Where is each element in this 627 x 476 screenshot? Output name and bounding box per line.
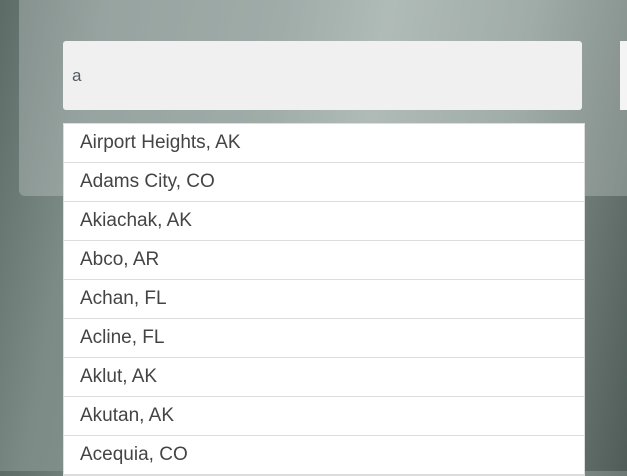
suggestion-item[interactable]: Acline, FL [64, 319, 584, 358]
suggestion-item[interactable]: Airport Heights, AK [64, 124, 584, 163]
suggestion-item[interactable]: Abco, AR [64, 241, 584, 280]
suggestion-item[interactable]: Achan, FL [64, 280, 584, 319]
suggestion-item[interactable]: Akiachak, AK [64, 202, 584, 241]
suggestion-item[interactable]: Aklut, AK [64, 358, 584, 397]
autocomplete-dropdown: Airport Heights, AK Adams City, CO Akiac… [63, 123, 585, 476]
suggestion-item[interactable]: Akutan, AK [64, 397, 584, 436]
suggestion-item[interactable]: Adams City, CO [64, 163, 584, 202]
suggestion-item[interactable]: Acequia, CO [64, 436, 584, 475]
search-button[interactable] [620, 41, 627, 110]
location-search-input[interactable] [63, 41, 582, 110]
